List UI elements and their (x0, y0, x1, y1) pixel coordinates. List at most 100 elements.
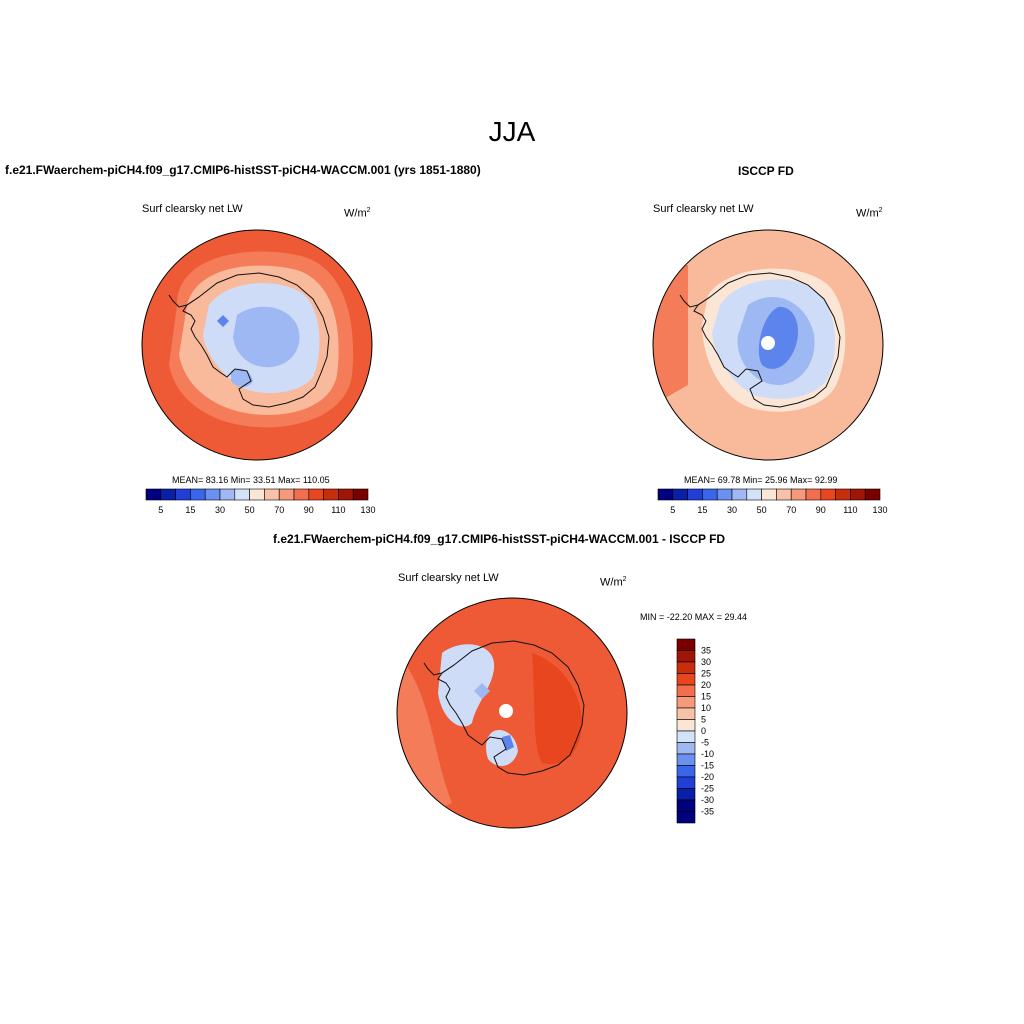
colorbar-tick-label: 70 (274, 505, 284, 515)
colorbar-tick-label: -15 (701, 761, 714, 771)
colorbar-tick-label: 30 (215, 505, 225, 515)
field-contour (653, 265, 688, 405)
pole-hole (761, 336, 775, 350)
colorbar-swatch (850, 488, 866, 501)
colorbar-tick-label: -35 (701, 807, 714, 817)
colorbar-tick-label: -30 (701, 795, 714, 805)
colorbar-swatch (676, 673, 696, 686)
colorbar-tick-label: 70 (786, 505, 796, 515)
pole-hole (499, 704, 513, 718)
colorbar-swatch (204, 488, 221, 501)
colorbar-swatch (160, 488, 176, 501)
colorbar-tick-label: 130 (360, 505, 375, 515)
colorbar-swatch (746, 488, 762, 501)
colorbar-tick-label: 10 (701, 703, 711, 713)
colorbar-tick-label: 30 (701, 657, 711, 667)
colorbar-tick-label: 90 (816, 505, 826, 515)
colorbar-swatch (820, 488, 836, 501)
colorbar-swatch (175, 488, 191, 501)
colorbar-swatch (234, 488, 250, 501)
colorbar-swatch (323, 488, 339, 501)
model-polar-map (141, 229, 373, 461)
colorbar-swatch (676, 776, 696, 789)
colorbar-tick-label: 5 (701, 715, 706, 725)
obs-units-label: W/m2 (856, 207, 883, 220)
diff-variable-label: Surf clearsky net LW (398, 572, 499, 584)
colorbar-swatch (676, 742, 696, 755)
field-layer (653, 230, 883, 460)
colorbar-tick-label: 130 (872, 505, 887, 515)
colorbar-swatch (790, 488, 807, 501)
colorbar-swatch (805, 488, 822, 501)
coastline (437, 640, 585, 776)
colorbar-swatch (676, 661, 696, 674)
field-contour (217, 315, 229, 327)
colorbar-swatch (676, 696, 696, 709)
map-border (652, 229, 884, 461)
colorbar-tick-label: 15 (185, 505, 195, 515)
colorbar-swatch (293, 488, 310, 501)
obs-stats: MEAN= 69.78 Min= 25.96 Max= 92.99 (684, 475, 838, 485)
colorbar-swatch (676, 753, 696, 766)
colorbar-tick-label: 50 (245, 505, 255, 515)
colorbar-swatch (687, 488, 703, 501)
obs-colorbar: 5 15 30 50 70 90 110 130 (657, 488, 888, 515)
coastline (693, 272, 841, 408)
colorbar-swatch (676, 765, 696, 778)
field-contour (233, 306, 300, 368)
coastline-peninsula (168, 294, 200, 308)
field-layer (142, 230, 372, 460)
field-contour (532, 653, 582, 765)
colorbar-swatch (676, 788, 696, 801)
colorbar-swatch (676, 799, 696, 812)
colorbar-swatch (145, 488, 162, 501)
obs-polar-map (652, 229, 884, 461)
colorbar-tick-label: -20 (701, 772, 714, 782)
diff-polar-map (396, 597, 628, 829)
colorbar-tick-label: 0 (701, 726, 706, 736)
colorbar-swatch (835, 488, 851, 501)
diff-stats: MIN = -22.20 MAX = 29.44 (640, 612, 748, 622)
colorbar-tick-label: 110 (843, 505, 857, 515)
colorbar-tick-label: 50 (757, 505, 767, 515)
colorbar-swatch (264, 488, 280, 501)
colorbar-swatch (249, 488, 265, 501)
model-units-label: W/m2 (344, 207, 371, 220)
colorbar-tick-label: 20 (701, 680, 711, 690)
colorbar-tick-label: 5 (670, 505, 675, 515)
field-contour (438, 644, 495, 727)
obs-variable-label: Surf clearsky net LW (653, 203, 754, 215)
page-title: JJA (488, 116, 536, 147)
colorbar-tick-label: 25 (701, 669, 711, 679)
colorbar-swatch (864, 488, 881, 501)
colorbar-tick-label: 5 (158, 505, 163, 515)
model-panel-title: f.e21.FWaerchem-piCH4.f09_g17.CMIP6-hist… (5, 163, 481, 177)
coastline (182, 272, 330, 408)
model-colorbar: 5 15 30 50 70 90 110 130 (145, 488, 376, 515)
colorbar-swatch (676, 719, 696, 732)
colorbar-swatch (676, 730, 696, 743)
map-border (396, 597, 628, 829)
colorbar-tick-label: 15 (701, 692, 711, 702)
colorbar-swatch (657, 488, 674, 501)
colorbar-swatch (308, 488, 324, 501)
model-stats: MEAN= 83.16 Min= 33.51 Max= 110.05 (172, 475, 330, 485)
colorbar-swatch (676, 684, 696, 697)
colorbar-swatch (190, 488, 206, 501)
colorbar-tick-label: 35 (701, 646, 711, 656)
colorbar-swatch (676, 811, 696, 824)
colorbar-swatch (676, 638, 696, 651)
map-border (141, 229, 373, 461)
colorbar-tick-label: 110 (331, 505, 345, 515)
colorbar-swatch (219, 488, 236, 501)
obs-panel-title: ISCCP FD (738, 164, 794, 178)
colorbar-tick-label: 30 (727, 505, 737, 515)
colorbar-swatch (761, 488, 777, 501)
colorbar-swatch (702, 488, 718, 501)
colorbar-tick-label: -25 (701, 784, 714, 794)
colorbar-swatch (776, 488, 792, 501)
colorbar-swatch (676, 650, 696, 663)
diff-panel-title: f.e21.FWaerchem-piCH4.f09_g17.CMIP6-hist… (273, 532, 726, 546)
colorbar-swatch (676, 707, 696, 720)
field-contour (474, 683, 490, 699)
